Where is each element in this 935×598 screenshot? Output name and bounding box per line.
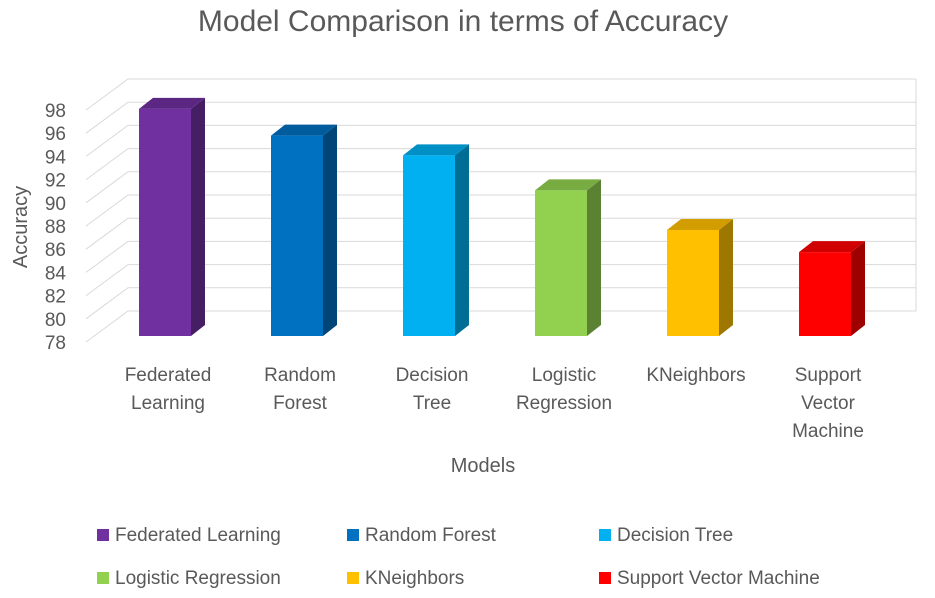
bar: [667, 218, 733, 336]
legend: Federated Learning Random Forest Decision …: [97, 525, 820, 589]
bar-front: [667, 229, 719, 336]
y-tick-label: 92: [45, 171, 66, 192]
gridlines: [85, 78, 917, 343]
legend-label: Support Vector Machine: [617, 568, 820, 589]
gridline: [85, 264, 916, 297]
gridline: [85, 78, 916, 111]
bar-side: [719, 218, 733, 336]
legend-item: Random Forest: [347, 525, 497, 546]
bars: [139, 97, 865, 337]
category-label: Federated Learning: [125, 365, 212, 414]
bar-front: [139, 108, 191, 336]
y-tick-label: 96: [45, 124, 66, 145]
y-tick-label: 98: [45, 101, 66, 122]
legend-label: Logistic Regression: [115, 568, 281, 589]
legend-item: Logistic Regression: [97, 568, 281, 589]
y-tick-label: 80: [45, 310, 66, 331]
legend-swatch: [599, 572, 611, 584]
bar-side: [191, 97, 205, 336]
y-axis-title: Accuracy: [10, 186, 32, 268]
bar-front: [535, 190, 587, 336]
gridline: [85, 124, 916, 157]
y-tick-label: 86: [45, 240, 66, 261]
legend-label: Random Forest: [365, 525, 497, 546]
category-label: Random Forest: [264, 365, 336, 414]
bar-front: [799, 252, 851, 336]
bar-side: [587, 179, 601, 336]
y-tick-label: 90: [45, 194, 66, 215]
bar-front: [403, 155, 455, 336]
gridline: [85, 171, 916, 204]
bar-top: [403, 144, 469, 156]
category-label: Logistic Regression: [516, 365, 612, 414]
category-label: KNeighbors: [646, 365, 745, 386]
bar: [535, 179, 601, 336]
legend-label: Decision Tree: [617, 525, 733, 546]
category-labels: Federated Learning Random Forest Decision Tre…: [125, 365, 864, 442]
gridline: [85, 287, 916, 320]
category-label: Decision Tree: [396, 365, 469, 414]
legend-swatch: [97, 572, 109, 584]
legend-swatch: [347, 529, 359, 541]
bar-top: [271, 124, 337, 136]
gridline: [85, 217, 916, 250]
bar: [139, 97, 205, 336]
legend-swatch: [347, 572, 359, 584]
category-label: Support Vector Machine: [792, 365, 864, 442]
legend-item: Federated Learning: [97, 525, 281, 546]
gridline: [85, 101, 916, 134]
bar: [799, 241, 865, 336]
legend-label: Federated Learning: [115, 525, 281, 546]
bar-side: [323, 124, 337, 337]
legend-item: Support Vector Machine: [599, 568, 820, 589]
y-tick-label: 78: [45, 333, 66, 354]
y-tick-label: 84: [45, 263, 67, 284]
legend-swatch: [599, 529, 611, 541]
bar-side: [851, 241, 865, 336]
y-tick-label: 94: [45, 147, 67, 168]
legend-item: Decision Tree: [599, 525, 733, 546]
bar-front: [271, 135, 323, 336]
x-axis-title: Models: [451, 455, 515, 477]
legend-label: KNeighbors: [365, 568, 464, 589]
chart-title: Model Comparison in terms of Accuracy: [198, 5, 728, 38]
bar-top: [799, 241, 865, 253]
legend-swatch: [97, 529, 109, 541]
y-tick-label: 82: [45, 287, 66, 308]
gridline: [85, 148, 916, 181]
bar-top: [667, 218, 733, 230]
gridline: [85, 194, 916, 227]
bar: [271, 124, 337, 337]
bar: [403, 144, 469, 336]
bar-side: [455, 144, 469, 336]
legend-item: KNeighbors: [347, 568, 464, 589]
gridline: [85, 310, 916, 343]
bar-top: [535, 179, 601, 191]
gridline: [85, 240, 916, 273]
y-tick-label: 88: [45, 217, 66, 238]
bar-top: [139, 97, 205, 109]
